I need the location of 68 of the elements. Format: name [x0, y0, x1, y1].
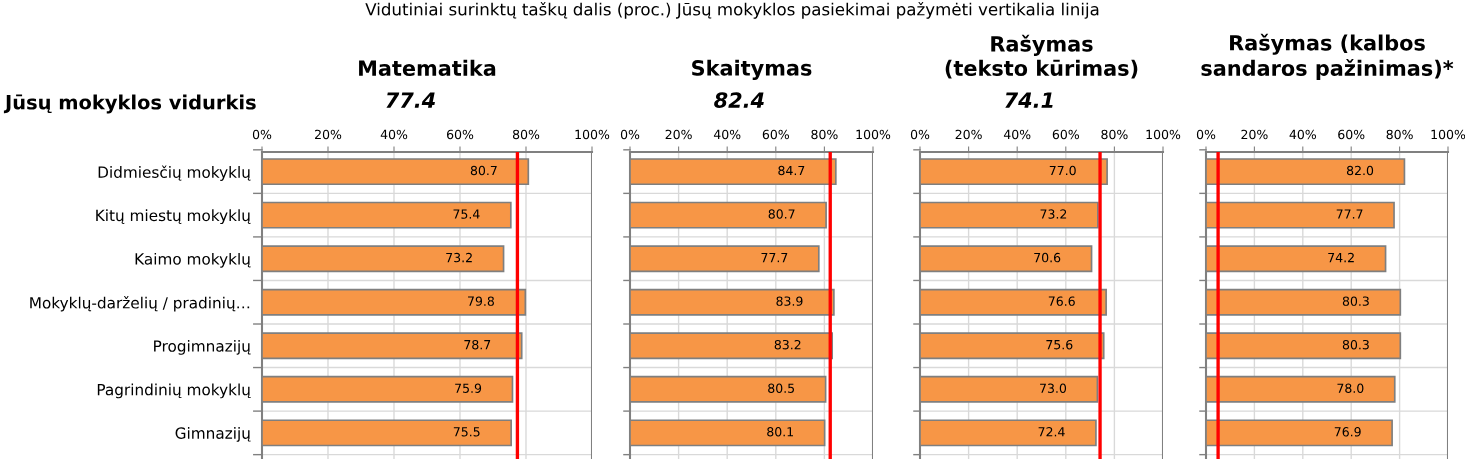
chart-title: Rašymas (teksto kūrimas)	[945, 34, 1138, 79]
chart-title: Matematika	[359, 59, 496, 76]
x-tick-label: 100%	[856, 129, 891, 140]
chart-subtitle: 77.4	[386, 92, 435, 108]
data-label: 73.2	[446, 252, 472, 263]
x-tick-label: 100%	[1431, 129, 1465, 140]
data-label: 77.0	[1049, 165, 1076, 176]
x-tick-label: 60%	[446, 129, 474, 140]
x-tick-label: 100%	[575, 129, 610, 140]
y-tick-label: Pagrindinių mokyklų	[97, 383, 251, 399]
data-label: 73.2	[1040, 209, 1067, 219]
x-tick-label: 0%	[1196, 129, 1216, 140]
x-tick-label: 40%	[1289, 129, 1316, 140]
data-label: 82.0	[1346, 165, 1374, 176]
data-label: 80.7	[768, 209, 795, 219]
data-label: 72.4	[1038, 427, 1065, 437]
x-tick-label: 0%	[620, 129, 640, 140]
data-label: 73.0	[1040, 383, 1067, 393]
data-label: 77.7	[761, 253, 788, 263]
x-tick-label: 80%	[1101, 129, 1128, 140]
y-tick-label: Progimnazijų	[154, 339, 251, 355]
x-tick-label: 60%	[1338, 129, 1365, 140]
x-tick-label: 60%	[1052, 129, 1079, 140]
x-tick-label: 40%	[380, 129, 408, 140]
chart-subtitle: 74.1	[1005, 92, 1053, 108]
y-tick-label: Kitų miestų mokyklų	[96, 209, 251, 225]
data-label: 75.5	[453, 427, 480, 437]
x-tick-label: 100%	[1146, 129, 1181, 140]
data-label: 80.7	[470, 165, 497, 176]
data-label: 80.1	[767, 427, 793, 437]
x-tick-label: 0%	[910, 129, 930, 140]
x-tick-label: 20%	[665, 129, 692, 140]
data-label: 79.8	[468, 296, 494, 306]
data-label: 80.3	[1342, 339, 1369, 350]
data-label: 76.6	[1048, 296, 1075, 306]
data-label: 78.7	[464, 339, 491, 350]
text: Jūsų mokyklos vidurkis	[3, 94, 256, 114]
x-tick-label: 80%	[512, 129, 540, 140]
data-label: 80.5	[768, 383, 795, 393]
y-tick-label: Gimnazijų	[175, 427, 251, 442]
data-label: 83.9	[776, 296, 803, 306]
x-tick-label: 0%	[252, 129, 272, 140]
y-tick-label: Kaimo mokyklų	[135, 252, 251, 268]
y-tick-label: Didmiesčių mokyklų	[98, 165, 251, 181]
data-label: 75.9	[455, 383, 482, 393]
data-label: 76.9	[1334, 427, 1361, 437]
x-tick-label: 60%	[762, 129, 789, 140]
data-label: 84.7	[778, 165, 805, 176]
data-label: 75.4	[453, 209, 480, 219]
text: Vidutiniai surinktų taškų dalis (proc.) Jūsų mokyklos pasiekimai pažymėti vertikalia linija	[365, 2, 1099, 19]
chart-title: Skaitymas	[692, 59, 812, 80]
data-label: 70.6	[1034, 252, 1061, 263]
x-tick-label: 80%	[811, 129, 838, 140]
data-label: 78.0	[1337, 383, 1364, 393]
y-tick-label: Mokyklų-darželių / pradinių…	[30, 296, 250, 312]
chart-subtitle: 82.4	[714, 92, 764, 108]
x-tick-label: 40%	[1003, 129, 1031, 140]
data-label: 74.2	[1328, 252, 1354, 263]
data-label: 77.7	[1336, 209, 1363, 219]
x-tick-label: 80%	[1386, 129, 1413, 140]
x-tick-label: 20%	[1241, 129, 1268, 140]
data-label: 83.2	[774, 339, 801, 350]
x-tick-label: 20%	[955, 129, 982, 140]
x-tick-label: 40%	[713, 129, 741, 140]
data-label: 80.3	[1342, 296, 1369, 306]
chart-title: Rašymas (kalbos sandaros pažinimas)*	[1201, 33, 1454, 80]
x-tick-label: 20%	[315, 129, 342, 140]
data-label: 75.6	[1046, 339, 1073, 350]
